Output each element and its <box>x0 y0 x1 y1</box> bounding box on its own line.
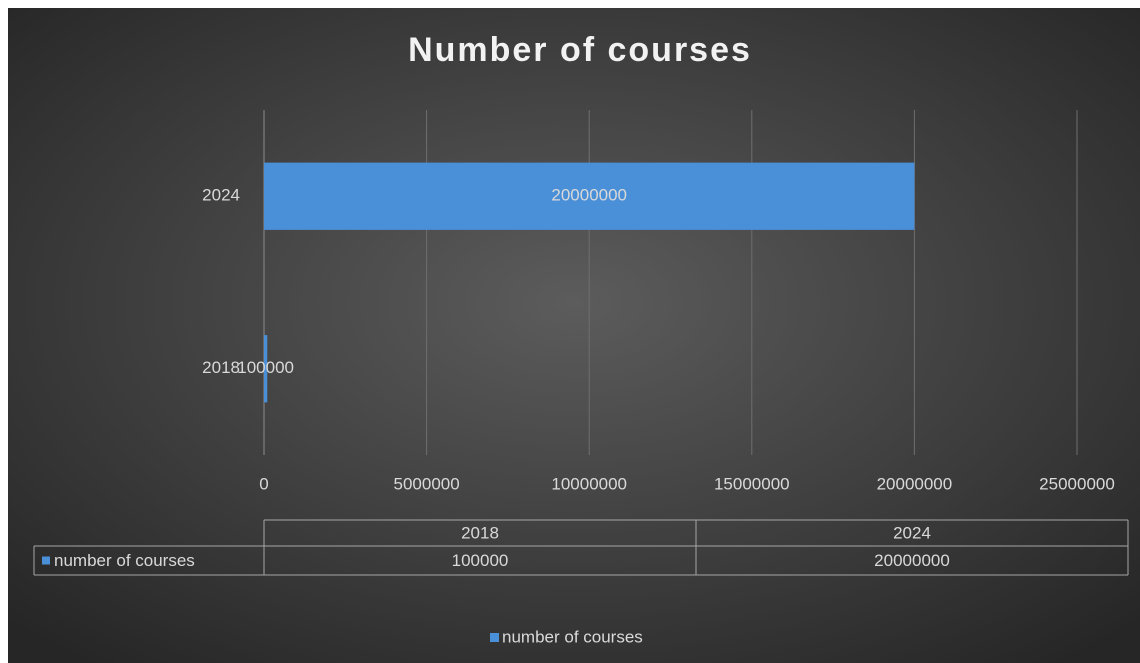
x-tick-label: 15000000 <box>714 474 790 493</box>
x-tick-label: 25000000 <box>1039 474 1115 493</box>
y-tick-label: 2024 <box>202 186 240 205</box>
bar <box>264 335 268 403</box>
legend-key <box>490 633 499 642</box>
x-tick-label: 0 <box>259 474 268 493</box>
table-cell: 100000 <box>452 551 509 570</box>
x-tick-label: 20000000 <box>877 474 953 493</box>
table-cell: 20000000 <box>874 551 950 570</box>
data-label: 20000000 <box>551 186 627 205</box>
chart-title: Number of courses <box>408 31 752 69</box>
data-label: 100000 <box>237 358 294 377</box>
bar <box>264 162 915 230</box>
chart-background <box>8 8 1140 663</box>
y-tick-label: 2018 <box>202 358 240 377</box>
table-legend-key <box>42 556 50 565</box>
x-tick-label: 10000000 <box>551 474 627 493</box>
legend-label: number of courses <box>502 627 643 646</box>
table-row-label: number of courses <box>54 551 195 570</box>
x-tick-label: 5000000 <box>394 474 460 493</box>
table-header: 2018 <box>461 523 499 542</box>
table-header: 2024 <box>893 523 931 542</box>
